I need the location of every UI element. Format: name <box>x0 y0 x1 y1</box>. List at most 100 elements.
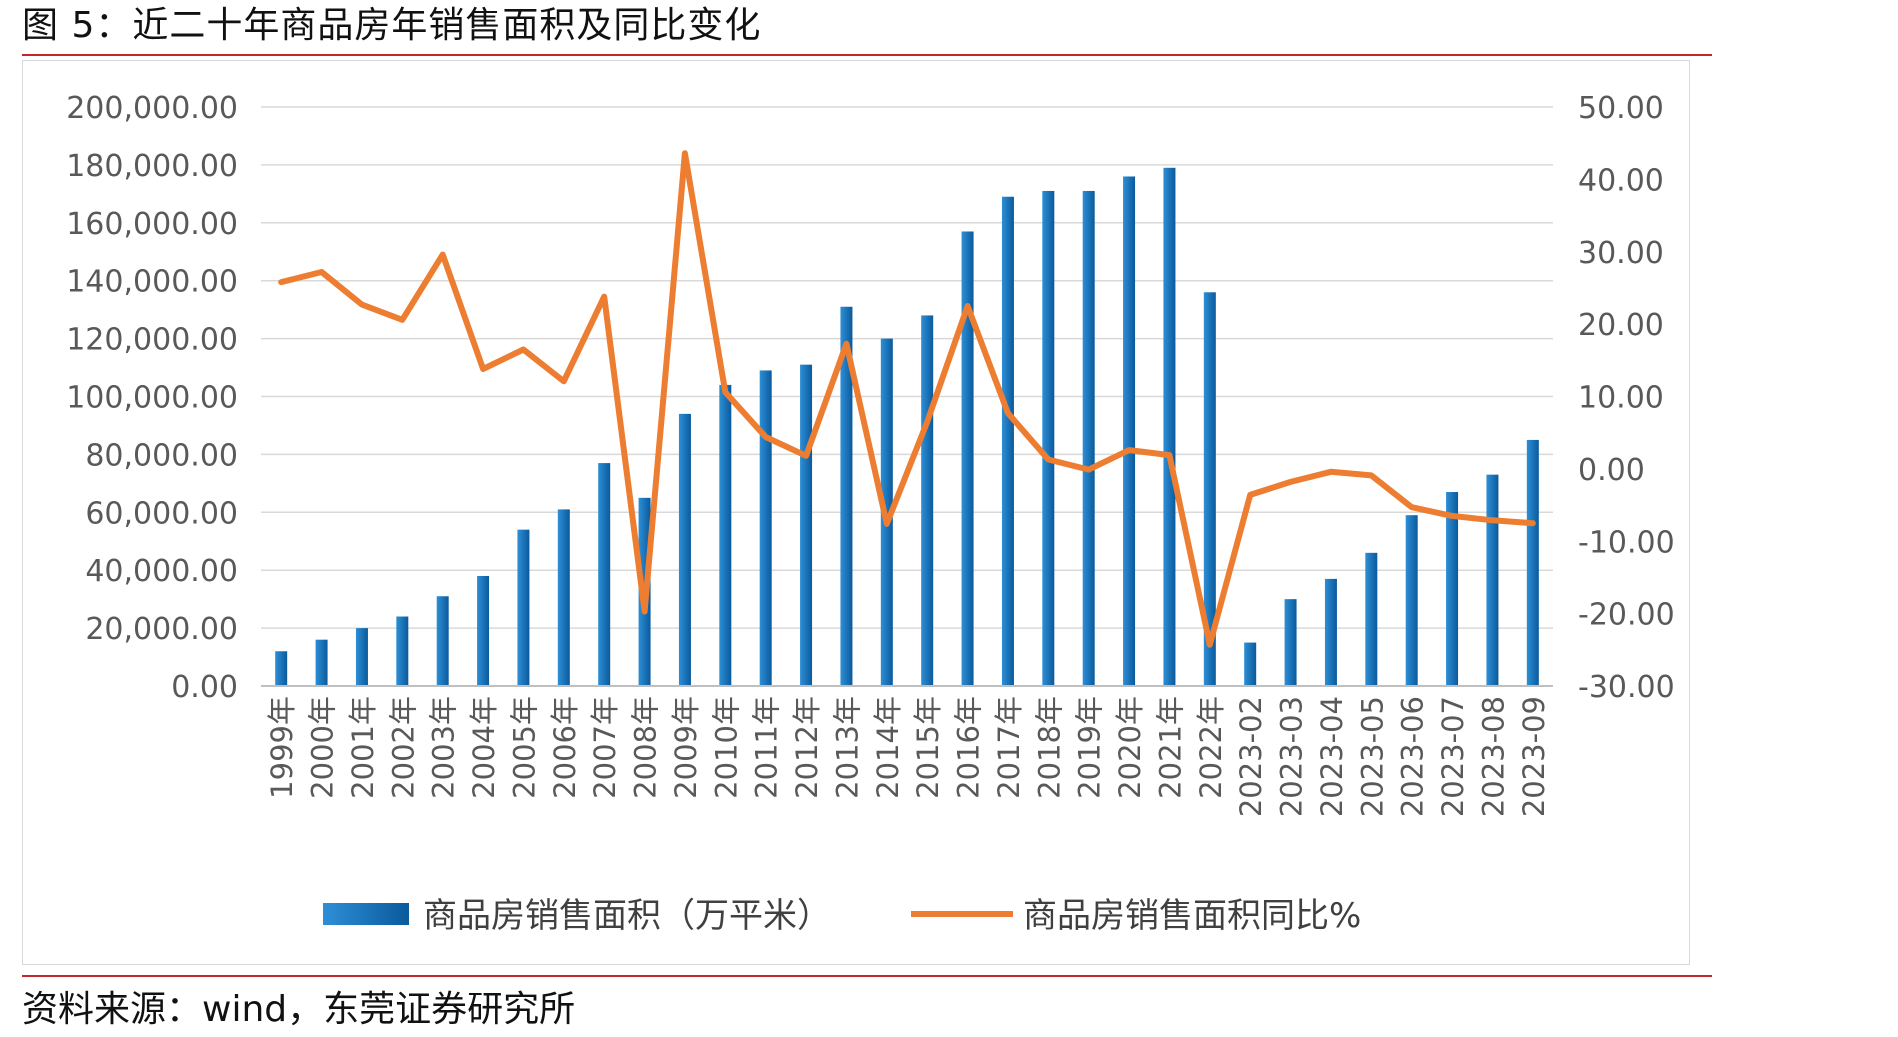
bar <box>1203 292 1216 686</box>
chart-frame: 0.00 20,000.00 40,000.00 60,000.00 80,000.00… <box>22 60 1690 965</box>
x-tick-label: 2002年 <box>386 696 420 799</box>
left-tick-label: 80,000.00 <box>85 438 238 473</box>
right-axis: -30.00 -20.00 -10.00 0.00 10.00 20.00 30.00 40.… <box>1578 91 1675 705</box>
line-point <box>361 304 363 306</box>
bar <box>477 575 490 686</box>
line-point <box>1491 519 1493 521</box>
x-tick-label: 2023-05 <box>1355 696 1389 817</box>
line-point <box>482 368 484 370</box>
x-tick-label: 2007年 <box>588 696 622 799</box>
x-tick-label: 2021年 <box>1153 696 1187 799</box>
right-tick-label: -20.00 <box>1578 598 1675 633</box>
x-tick-label: 2023-04 <box>1315 696 1349 817</box>
source-note: 资料来源：wind，东莞证券研究所 <box>22 989 576 1030</box>
bar <box>759 370 772 686</box>
x-tick-label: 2023-02 <box>1234 696 1268 817</box>
bar-series <box>275 167 1539 687</box>
left-tick-label: 40,000.00 <box>85 554 238 589</box>
bar <box>1001 196 1014 686</box>
bar <box>840 306 853 686</box>
left-tick-label: 160,000.00 <box>66 207 238 242</box>
bar <box>1324 578 1337 686</box>
line-point <box>1088 469 1090 471</box>
right-tick-label: 40.00 <box>1578 163 1664 198</box>
x-tick-label: 2018年 <box>1032 696 1066 799</box>
x-tick-label: 2000年 <box>306 696 340 799</box>
left-tick-label: 0.00 <box>171 670 238 705</box>
bar <box>1405 515 1418 686</box>
x-tick-label: 2010年 <box>709 696 743 799</box>
line-point <box>644 610 646 612</box>
x-tick-label: 2023-09 <box>1517 696 1551 817</box>
line-point <box>926 421 928 423</box>
line-point <box>886 523 888 525</box>
line-point <box>522 348 524 350</box>
bar <box>517 529 530 686</box>
gridlines <box>261 106 1553 687</box>
x-tick-label: 2019年 <box>1073 696 1107 799</box>
x-tick-label: 2006年 <box>548 696 582 799</box>
bar <box>1123 176 1136 686</box>
bar <box>396 616 409 686</box>
left-tick-label: 180,000.00 <box>66 149 238 184</box>
bar <box>921 315 934 686</box>
line-point <box>280 281 282 283</box>
x-tick-label: 2001年 <box>346 696 380 799</box>
bar <box>1526 439 1539 686</box>
left-tick-label: 200,000.00 <box>66 91 238 126</box>
x-tick-label: 2008年 <box>629 696 663 799</box>
right-tick-label: -30.00 <box>1578 670 1675 705</box>
x-tick-label: 2004年 <box>467 696 501 799</box>
figure-title: 图 5：近二十年商品房年销售面积及同比变化 <box>22 5 762 46</box>
yoy-line <box>278 150 1536 648</box>
x-tick-label: 2015年 <box>911 696 945 799</box>
bar <box>1082 190 1095 686</box>
line-point <box>1370 474 1372 476</box>
title-rule <box>22 54 1712 56</box>
line-point <box>1330 471 1332 473</box>
x-tick-label: 2014年 <box>871 696 905 799</box>
right-tick-label: 0.00 <box>1578 453 1645 488</box>
x-tick-label: 2023-08 <box>1476 696 1510 817</box>
line-point <box>765 436 767 438</box>
bar <box>800 364 813 686</box>
bar <box>436 596 449 686</box>
line-point <box>603 296 605 298</box>
line-point <box>1209 644 1211 646</box>
line-point <box>1047 458 1049 460</box>
bar <box>557 509 570 686</box>
line-point <box>1168 454 1170 456</box>
left-tick-label: 100,000.00 <box>66 381 238 416</box>
x-tick-label: 1999年 <box>265 696 299 799</box>
line-point <box>1249 494 1251 496</box>
line-point <box>401 319 403 321</box>
bar <box>1163 167 1176 687</box>
line-point <box>805 455 807 457</box>
x-tick-label: 2023-03 <box>1275 696 1309 817</box>
right-tick-label: 10.00 <box>1578 381 1664 416</box>
bar <box>961 231 974 687</box>
bar <box>1244 642 1257 686</box>
line-point <box>684 152 686 154</box>
line-point <box>442 254 444 256</box>
x-tick-label: 2011年 <box>750 696 784 799</box>
left-tick-label: 20,000.00 <box>85 612 238 647</box>
line-point <box>1128 449 1130 451</box>
line-point <box>1290 481 1292 483</box>
combo-chart: 0.00 20,000.00 40,000.00 60,000.00 80,000.00… <box>66 91 1675 936</box>
line-point <box>563 380 565 382</box>
bar <box>1486 474 1499 686</box>
x-tick-label: 2012年 <box>790 696 824 799</box>
x-tick-label: 2005年 <box>507 696 541 799</box>
line-point <box>1411 506 1413 508</box>
bar <box>355 628 368 686</box>
line-point <box>967 305 969 307</box>
bar <box>598 463 611 686</box>
line-point <box>1007 412 1009 414</box>
bar <box>275 651 288 686</box>
left-tick-label: 60,000.00 <box>85 496 238 531</box>
line-point <box>321 271 323 273</box>
right-tick-label: -10.00 <box>1578 525 1675 560</box>
x-tick-label: 2009年 <box>669 696 703 799</box>
